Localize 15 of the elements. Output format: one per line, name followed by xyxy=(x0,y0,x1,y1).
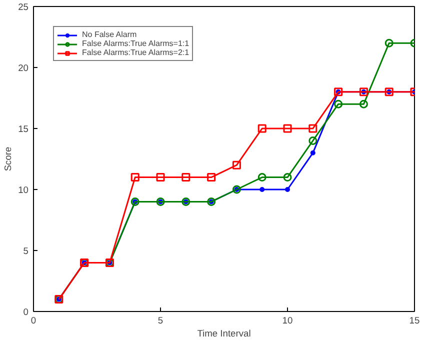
y-tick-label: 20 xyxy=(18,63,29,73)
y-tick-label: 0 xyxy=(23,307,29,317)
x-tick-label: 0 xyxy=(30,316,36,326)
y-axis-title: Score xyxy=(3,146,14,172)
y-tick-label: 10 xyxy=(18,185,29,195)
x-axis-title: Time Interval xyxy=(197,328,251,338)
legend-label: No False Alarm xyxy=(82,30,137,39)
x-tick-label: 5 xyxy=(158,316,164,326)
y-tick-label: 15 xyxy=(18,124,29,134)
x-tick-label: 15 xyxy=(409,316,420,326)
x-tick-label: 10 xyxy=(282,316,293,326)
legend-label: False Alarms:True Alarms=2:1 xyxy=(82,48,190,57)
y-tick-label: 5 xyxy=(23,246,29,256)
legend-label: False Alarms:True Alarms=1:1 xyxy=(82,39,190,48)
y-tick-label: 25 xyxy=(18,2,29,12)
